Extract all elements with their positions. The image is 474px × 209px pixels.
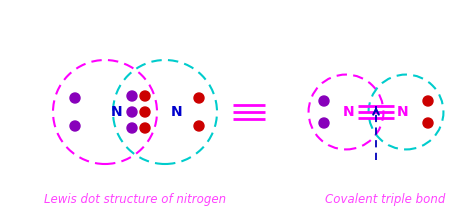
Text: N: N bbox=[343, 105, 355, 119]
Text: N: N bbox=[111, 105, 123, 119]
Text: Lewis dot structure of nitrogen: Lewis dot structure of nitrogen bbox=[44, 192, 226, 205]
Circle shape bbox=[140, 91, 150, 101]
Circle shape bbox=[423, 118, 433, 128]
Text: N: N bbox=[397, 105, 409, 119]
Text: Covalent triple bond: Covalent triple bond bbox=[325, 192, 445, 205]
Circle shape bbox=[140, 123, 150, 133]
Circle shape bbox=[70, 121, 80, 131]
Circle shape bbox=[194, 93, 204, 103]
Circle shape bbox=[127, 107, 137, 117]
Circle shape bbox=[319, 118, 329, 128]
Circle shape bbox=[127, 91, 137, 101]
Text: N: N bbox=[171, 105, 183, 119]
Circle shape bbox=[140, 107, 150, 117]
Circle shape bbox=[194, 121, 204, 131]
Circle shape bbox=[423, 96, 433, 106]
Circle shape bbox=[127, 123, 137, 133]
Circle shape bbox=[319, 96, 329, 106]
Circle shape bbox=[70, 93, 80, 103]
